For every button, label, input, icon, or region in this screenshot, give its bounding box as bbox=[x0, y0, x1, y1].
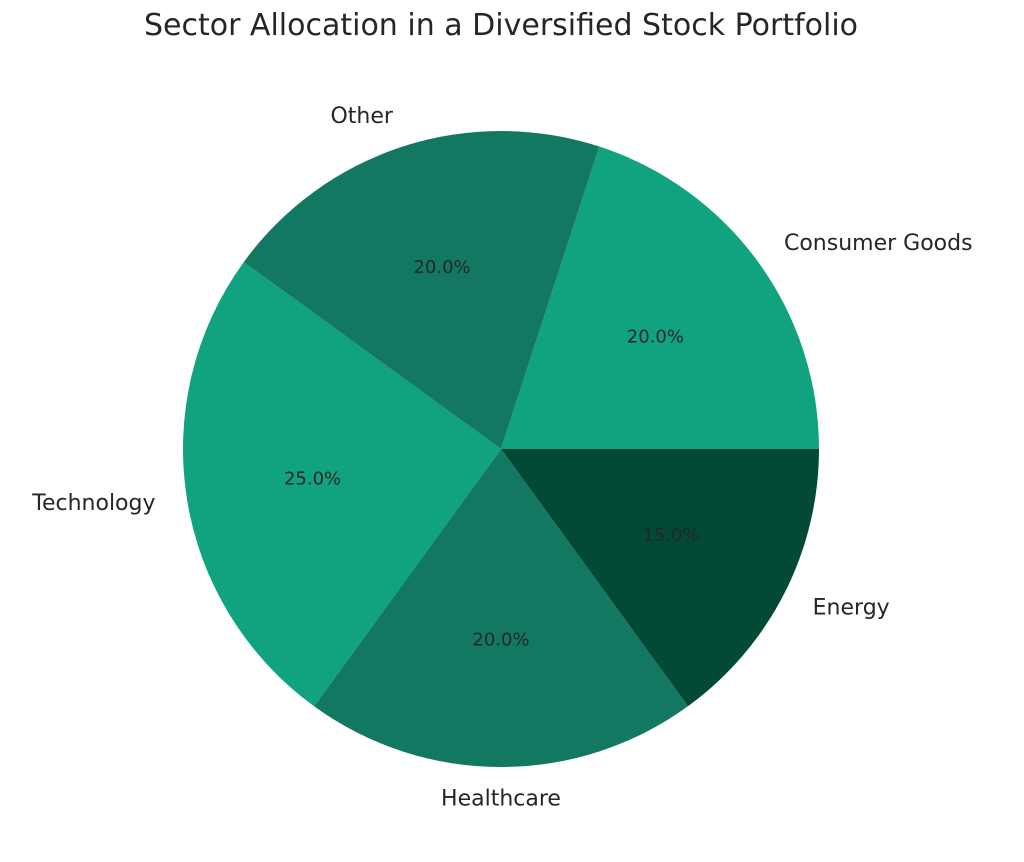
pct-label-other: 20.0% bbox=[413, 257, 470, 278]
pie-slice-technology bbox=[182, 262, 501, 707]
pct-label-healthcare: 20.0% bbox=[472, 629, 529, 650]
pie-slice-other bbox=[243, 130, 600, 449]
chart-title: Sector Allocation in a Diversified Stock… bbox=[143, 8, 859, 43]
slice-label-technology: Technology bbox=[31, 491, 155, 516]
pct-label-technology: 25.0% bbox=[284, 468, 341, 489]
pie-slice-healthcare bbox=[314, 449, 688, 768]
slice-label-other: Other bbox=[330, 104, 393, 129]
slice-label-energy: Energy bbox=[813, 595, 890, 620]
pct-label-energy: 15.0% bbox=[642, 525, 699, 546]
pie-slice-energy bbox=[501, 449, 819, 707]
pie-slice-consumer-goods bbox=[501, 146, 819, 449]
pct-label-consumer-goods: 20.0% bbox=[627, 326, 684, 347]
slice-label-consumer-goods: Consumer Goods bbox=[784, 231, 973, 256]
slice-label-healthcare: Healthcare bbox=[441, 786, 561, 811]
